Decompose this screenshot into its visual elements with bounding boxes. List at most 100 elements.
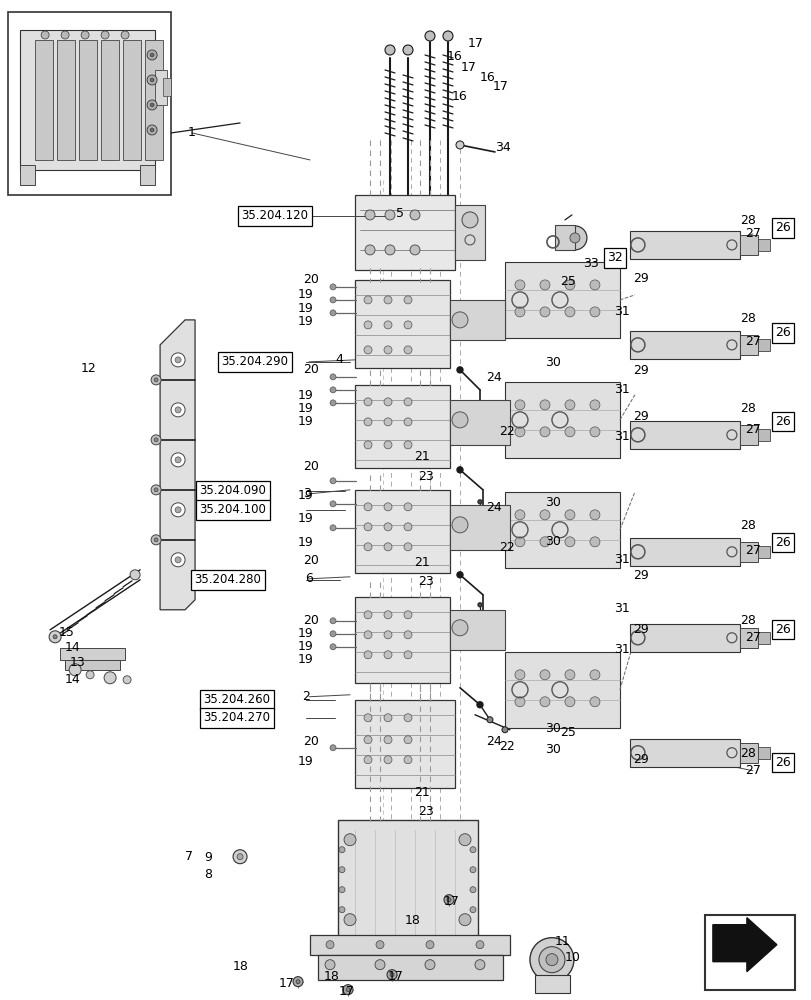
- Bar: [629, 421, 739, 449]
- Bar: [534, 975, 569, 993]
- Circle shape: [344, 834, 355, 846]
- Circle shape: [562, 226, 586, 250]
- Text: 27: 27: [744, 335, 760, 348]
- Text: 19: 19: [298, 415, 314, 428]
- Circle shape: [237, 854, 242, 860]
- Circle shape: [470, 907, 475, 913]
- Circle shape: [329, 644, 336, 650]
- Circle shape: [476, 702, 483, 708]
- Polygon shape: [712, 918, 776, 972]
- Text: 23: 23: [418, 575, 433, 588]
- Bar: [354, 597, 449, 683]
- Text: 31: 31: [613, 553, 629, 566]
- Text: 14: 14: [64, 673, 80, 686]
- Circle shape: [564, 400, 574, 410]
- Circle shape: [384, 714, 392, 722]
- Circle shape: [363, 523, 371, 531]
- Circle shape: [404, 651, 411, 659]
- Text: 18: 18: [233, 960, 249, 973]
- Text: 35.204.120: 35.204.120: [241, 209, 308, 222]
- Text: 19: 19: [298, 315, 314, 328]
- Circle shape: [363, 651, 371, 659]
- Circle shape: [151, 435, 161, 445]
- Text: 35.204.270: 35.204.270: [204, 711, 270, 724]
- Circle shape: [590, 670, 599, 680]
- Circle shape: [590, 400, 599, 410]
- Text: 35.204.260: 35.204.260: [204, 693, 270, 706]
- Circle shape: [171, 403, 185, 417]
- Circle shape: [339, 867, 345, 873]
- Circle shape: [539, 427, 549, 437]
- Bar: [35, 40, 53, 160]
- Circle shape: [452, 312, 467, 328]
- Text: 35.204.290: 35.204.290: [221, 355, 288, 368]
- Text: 29: 29: [633, 569, 648, 582]
- Circle shape: [363, 631, 371, 639]
- Circle shape: [470, 867, 475, 873]
- Text: 28: 28: [739, 402, 755, 415]
- Text: 16: 16: [447, 50, 462, 63]
- Circle shape: [384, 543, 392, 551]
- Text: 22: 22: [499, 541, 514, 554]
- Text: 14: 14: [64, 641, 80, 654]
- Circle shape: [457, 467, 462, 473]
- Bar: [123, 40, 141, 160]
- Circle shape: [175, 407, 181, 413]
- Text: 21: 21: [414, 786, 429, 799]
- Circle shape: [154, 378, 158, 382]
- Text: 8: 8: [204, 868, 212, 881]
- Circle shape: [329, 297, 336, 303]
- Circle shape: [387, 970, 397, 980]
- Text: 25: 25: [560, 275, 575, 288]
- Text: 26: 26: [774, 326, 790, 339]
- Text: 17: 17: [388, 970, 403, 983]
- Polygon shape: [20, 165, 35, 185]
- Circle shape: [539, 537, 549, 547]
- Circle shape: [61, 31, 69, 39]
- Circle shape: [150, 53, 154, 57]
- Circle shape: [404, 503, 411, 511]
- Circle shape: [365, 245, 375, 255]
- Circle shape: [329, 631, 336, 637]
- Text: 16: 16: [479, 71, 496, 84]
- Circle shape: [404, 346, 411, 354]
- Circle shape: [363, 346, 371, 354]
- Circle shape: [363, 756, 371, 764]
- Text: 23: 23: [418, 805, 433, 818]
- Circle shape: [326, 941, 333, 949]
- Circle shape: [375, 960, 384, 970]
- Polygon shape: [140, 165, 155, 185]
- Circle shape: [154, 538, 158, 542]
- Text: 20: 20: [303, 273, 319, 286]
- Bar: [354, 385, 449, 468]
- Bar: [337, 820, 478, 940]
- Circle shape: [590, 537, 599, 547]
- Circle shape: [154, 488, 158, 492]
- Circle shape: [452, 412, 467, 428]
- Circle shape: [81, 31, 89, 39]
- Circle shape: [147, 75, 157, 85]
- Circle shape: [384, 631, 392, 639]
- Circle shape: [384, 523, 392, 531]
- Bar: [629, 624, 739, 652]
- Circle shape: [514, 427, 525, 437]
- Circle shape: [444, 895, 453, 905]
- Circle shape: [456, 141, 463, 149]
- Text: 6: 6: [305, 572, 312, 585]
- Circle shape: [564, 697, 574, 707]
- Circle shape: [501, 727, 508, 733]
- Circle shape: [590, 697, 599, 707]
- Bar: [504, 492, 619, 568]
- Circle shape: [175, 457, 181, 463]
- Bar: [629, 739, 739, 767]
- Circle shape: [384, 441, 392, 449]
- Bar: [449, 610, 504, 650]
- Circle shape: [339, 907, 345, 913]
- Circle shape: [329, 374, 336, 380]
- Circle shape: [404, 543, 411, 551]
- Circle shape: [424, 31, 435, 41]
- Text: 35.204.280: 35.204.280: [195, 573, 261, 586]
- Text: 19: 19: [298, 755, 314, 768]
- Text: 28: 28: [739, 614, 755, 627]
- Circle shape: [539, 307, 549, 317]
